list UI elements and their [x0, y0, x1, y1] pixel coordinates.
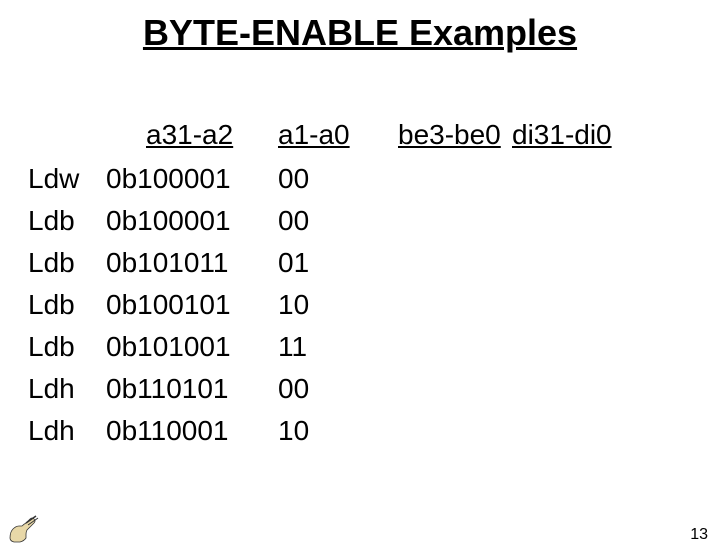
table-header-row: a31-a2 a1-a0 be3-be0 di31-di0 — [28, 114, 720, 156]
cell-a31a2: 0b110001 — [106, 410, 278, 452]
cell-be — [360, 326, 512, 368]
table-row: Ldh 0b110101 00 — [28, 368, 720, 410]
table-row: Ldb 0b100101 10 — [28, 284, 720, 326]
header-spacer — [28, 114, 106, 156]
cell-instr: Ldh — [28, 368, 106, 410]
cell-a1a0: 10 — [278, 284, 360, 326]
cell-instr: Ldb — [28, 200, 106, 242]
page-number: 13 — [690, 526, 708, 544]
cell-instr: Ldb — [28, 326, 106, 368]
cell-di — [512, 284, 642, 326]
cell-instr: Ldb — [28, 284, 106, 326]
cell-be — [360, 242, 512, 284]
table-row: Ldw 0b100001 00 — [28, 158, 720, 200]
table-row: Ldb 0b101001 11 — [28, 326, 720, 368]
cell-be — [360, 368, 512, 410]
header-di: di31-di0 — [512, 114, 642, 156]
cell-instr: Ldh — [28, 410, 106, 452]
cell-be — [360, 200, 512, 242]
header-be: be3-be0 — [360, 114, 512, 156]
page-title: BYTE-ENABLE Examples — [60, 12, 660, 54]
cell-a31a2: 0b100001 — [106, 200, 278, 242]
cell-be — [360, 410, 512, 452]
table-row: Ldb 0b101011 01 — [28, 242, 720, 284]
cell-a31a2: 0b101011 — [106, 242, 278, 284]
cell-di — [512, 368, 642, 410]
cell-a1a0: 11 — [278, 326, 360, 368]
cell-a1a0: 01 — [278, 242, 360, 284]
cell-di — [512, 158, 642, 200]
cell-di — [512, 326, 642, 368]
cell-a31a2: 0b110101 — [106, 368, 278, 410]
cell-a31a2: 0b100001 — [106, 158, 278, 200]
cell-a1a0: 00 — [278, 158, 360, 200]
header-a1a0: a1-a0 — [278, 114, 360, 156]
cell-a1a0: 10 — [278, 410, 360, 452]
cell-di — [512, 200, 642, 242]
cell-be — [360, 158, 512, 200]
cell-a1a0: 00 — [278, 368, 360, 410]
cell-instr: Ldb — [28, 242, 106, 284]
table-content: a31-a2 a1-a0 be3-be0 di31-di0 Ldw 0b1000… — [28, 114, 720, 452]
cell-instr: Ldw — [28, 158, 106, 200]
cell-be — [360, 284, 512, 326]
table-row: Ldh 0b110001 10 — [28, 410, 720, 452]
cell-di — [512, 242, 642, 284]
table-row: Ldb 0b100001 00 — [28, 200, 720, 242]
cell-a31a2: 0b101001 — [106, 326, 278, 368]
cell-di — [512, 410, 642, 452]
cell-a1a0: 00 — [278, 200, 360, 242]
header-a31a2: a31-a2 — [106, 114, 278, 156]
cell-a31a2: 0b100101 — [106, 284, 278, 326]
